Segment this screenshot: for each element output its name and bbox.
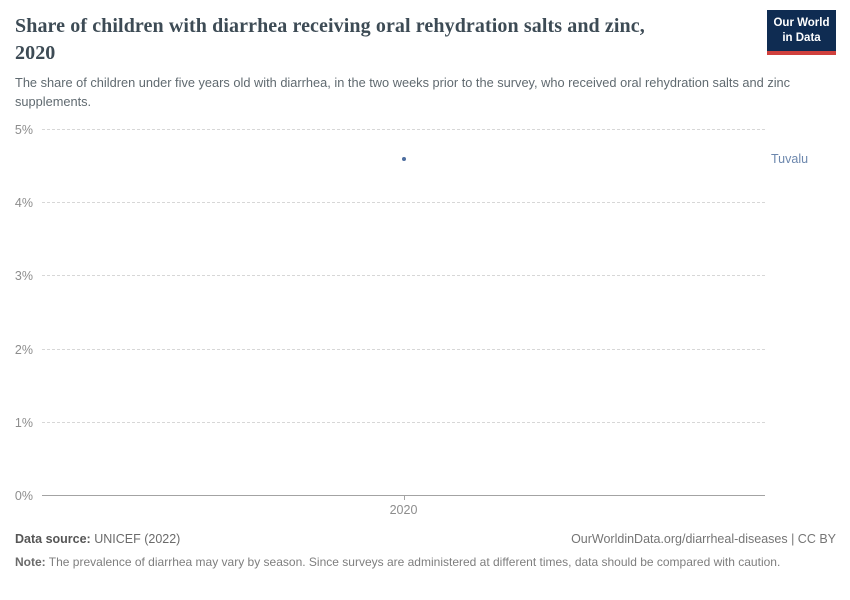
entity-label-tuvalu[interactable]: Tuvalu [771, 152, 809, 167]
owid-logo[interactable]: Our World in Data [767, 10, 836, 55]
y-tick-label-4pct: 4% [14, 196, 33, 211]
data-source-label: Data source: [15, 532, 91, 546]
page-title: Share of children with diarrhea receivin… [15, 15, 645, 64]
chart-subtitle: The share of children under five years o… [15, 75, 791, 109]
gridline-2pct [42, 348, 765, 350]
gridline-5pct [42, 129, 765, 130]
footer-note-text: The prevalence of diarrhea may vary by s… [45, 555, 781, 569]
gridline-4pct [42, 202, 765, 204]
y-tick-label-5pct: 5% [14, 123, 33, 137]
x-axis-line [42, 495, 765, 496]
gridline-1pct [42, 421, 765, 423]
x-axis-tick [403, 496, 405, 500]
license-link[interactable]: OurWorldinData.org/diarrheal-diseases | … [571, 532, 836, 546]
data-point-tuvalu[interactable] [401, 157, 406, 162]
plot-area: 2020 Tuvalu 0% 1% 2% 3% 4% 5% [15, 123, 808, 517]
y-tick-label-0pct: 0% [14, 489, 33, 503]
footer-note-label: Note: [15, 555, 46, 569]
footer: Data source: UNICEF (2022) OurWorldinDat… [15, 532, 836, 546]
y-tick-label-2pct: 2% [14, 342, 33, 357]
owid-logo-line2: in Data [782, 31, 821, 44]
data-source: Data source: UNICEF (2022) [15, 532, 180, 546]
y-tick-label-1pct: 1% [14, 415, 33, 430]
footer-note: Note: The prevalence of diarrhea may var… [15, 553, 793, 571]
gridline-3pct [42, 275, 765, 277]
y-tick-label-3pct: 3% [14, 269, 33, 284]
owid-logo-line1: Our World [773, 17, 830, 29]
data-source-value: UNICEF (2022) [90, 532, 181, 546]
x-tick-label: 2020 [389, 503, 418, 517]
